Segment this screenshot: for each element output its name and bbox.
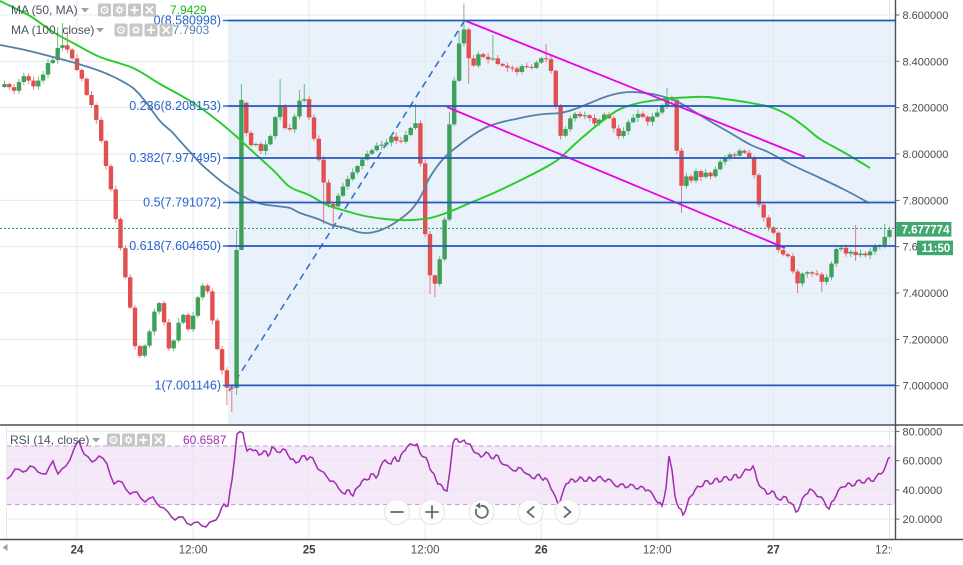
svg-text:7.000000: 7.000000 [903, 381, 949, 393]
svg-text:7.677774: 7.677774 [902, 224, 951, 236]
svg-text:26: 26 [535, 545, 548, 557]
svg-text:MA (100, close): MA (100, close) [11, 23, 94, 37]
svg-text:7.800000: 7.800000 [903, 195, 949, 207]
svg-text:40.0000: 40.0000 [903, 485, 943, 497]
svg-text:11:50: 11:50 [922, 243, 951, 255]
svg-text:8.600000: 8.600000 [903, 10, 949, 22]
svg-text:MA (50, MA): MA (50, MA) [11, 3, 78, 17]
svg-text:0.236(8.208153): 0.236(8.208153) [129, 99, 221, 113]
svg-text:8.000000: 8.000000 [903, 149, 949, 161]
svg-text:7.200000: 7.200000 [903, 334, 949, 346]
svg-text:80.0000: 80.0000 [903, 426, 943, 438]
svg-text:7.400000: 7.400000 [903, 288, 949, 300]
svg-text:12:00: 12:00 [411, 545, 440, 557]
svg-text:7.9429: 7.9429 [170, 3, 207, 17]
svg-text:1(7.001146): 1(7.001146) [155, 378, 222, 392]
svg-text:0.5(7.791072): 0.5(7.791072) [143, 196, 221, 210]
svg-text:20.0000: 20.0000 [903, 514, 943, 526]
svg-text:RSI (14, close): RSI (14, close) [10, 433, 89, 447]
svg-text:7.7903: 7.7903 [173, 23, 210, 37]
svg-text:25: 25 [303, 545, 316, 557]
svg-text:60.0000: 60.0000 [903, 456, 943, 468]
svg-text:60.6587: 60.6587 [183, 433, 227, 447]
svg-text:24: 24 [71, 545, 84, 557]
svg-text:27: 27 [767, 545, 780, 557]
svg-text:0.618(7.604650): 0.618(7.604650) [129, 239, 221, 253]
svg-text:12:00: 12:00 [643, 545, 672, 557]
svg-text:12:00: 12:00 [179, 545, 208, 557]
svg-text:8.400000: 8.400000 [903, 56, 949, 68]
svg-text:0.382(7.977495): 0.382(7.977495) [129, 151, 221, 165]
svg-text:8.200000: 8.200000 [903, 103, 949, 115]
